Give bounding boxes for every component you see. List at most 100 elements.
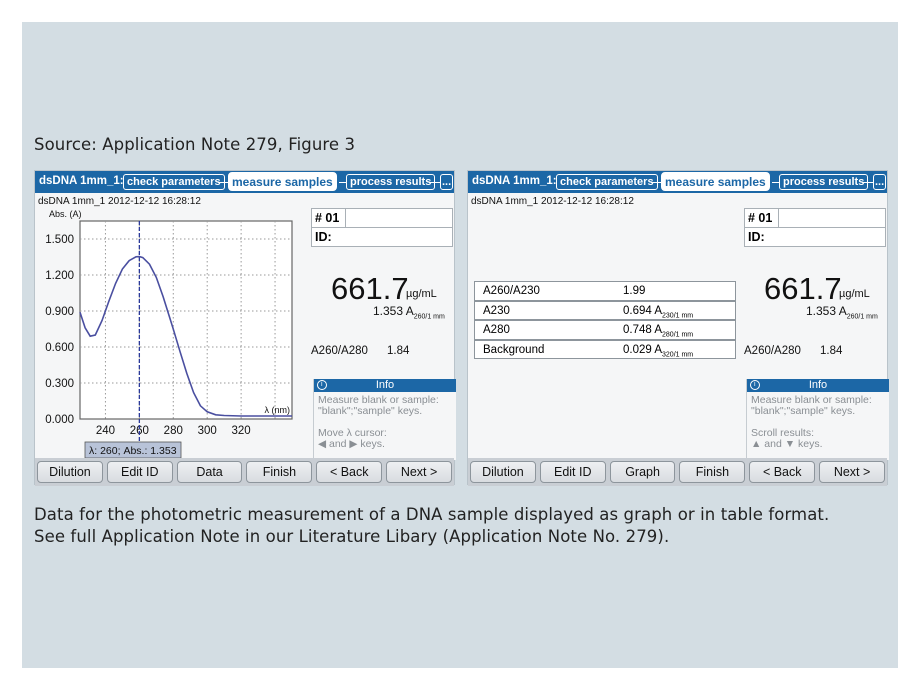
x-axis-label: λ (nm) [265, 405, 291, 415]
info-line: "blank";"sample" keys. [318, 405, 423, 417]
absorbance-curve [79, 255, 292, 417]
info-panel: i Info Measure blank or sample: "blank";"… [746, 379, 889, 460]
sample-id-label: ID: [748, 230, 765, 244]
wizard-header: dsDNA 1mm_1: check parameters measure sa… [35, 171, 454, 193]
step-more[interactable]: ... [873, 174, 887, 190]
next-button[interactable]: Next > [819, 461, 885, 483]
y-tick-label: 0.300 [45, 378, 74, 390]
info-line: ◀ and ▶ keys. [318, 438, 385, 450]
row-label: A260/A230 [483, 285, 540, 297]
back-button[interactable]: < Back [316, 461, 383, 483]
absorbance-subscript: 260/1 mm [846, 313, 878, 321]
step-check-parameters[interactable]: check parameters [123, 174, 225, 190]
concentration-unit: µg/mL [406, 288, 437, 300]
row-value: 0.694 A230/1 mm [623, 304, 694, 319]
y-tick-label: 1.200 [45, 270, 74, 282]
y-axis-label: Abs. (A) [49, 209, 82, 219]
x-tick-label: 300 [198, 425, 217, 437]
info-line: "blank";"sample" keys. [751, 405, 856, 417]
edit-id-button[interactable]: Edit ID [539, 461, 606, 483]
row-label: A230 [483, 304, 510, 317]
info-line: Move λ cursor: [318, 427, 387, 439]
graph-screen: dsDNA 1mm_1: check parameters measure sa… [34, 170, 456, 486]
step-check-parameters[interactable]: check parameters [556, 174, 658, 190]
dilution-button[interactable]: Dilution [37, 461, 103, 483]
step-connector [862, 182, 874, 183]
button-bar: Dilution Edit ID Data Finish < Back Next… [35, 458, 454, 486]
cursor-readout: λ: 260; Abs.: 1.353 [89, 445, 177, 457]
footer-caption-line2: See full Application Note in our Literat… [34, 527, 670, 546]
step-process-results[interactable]: process results [346, 174, 436, 190]
step-more[interactable]: ... [440, 174, 454, 190]
step-connector [651, 182, 661, 183]
ratio-label: A260/A280 [311, 345, 368, 357]
back-button[interactable]: < Back [749, 461, 816, 483]
absorbance-subscript: 260/1 mm [413, 313, 445, 321]
row-label: A280 [483, 324, 510, 336]
absorbance-value: 1.353 A260/1 mm [373, 304, 445, 320]
ratio-label: A260/A280 [744, 345, 801, 357]
info-icon: i [317, 380, 327, 390]
step-connector [218, 182, 228, 183]
dilution-button[interactable]: Dilution [470, 461, 536, 483]
y-tick-label: 0.000 [45, 414, 74, 426]
info-panel: i Info Measure blank or sample: "blank";"… [313, 379, 456, 460]
step-connector [772, 182, 780, 183]
step-measure-samples[interactable]: measure samples [661, 172, 770, 191]
table-row: A260/A230 1.99 [474, 281, 736, 301]
absorbance-text: 1.353 A [373, 304, 414, 318]
step-measure-samples[interactable]: measure samples [228, 172, 337, 191]
row-label: Background [483, 343, 545, 356]
concentration-unit: µg/mL [839, 288, 870, 300]
timestamp: dsDNA 1mm_1 2012-12-12 16:28:12 [471, 196, 634, 207]
sample-id-label: ID: [315, 230, 332, 244]
button-bar: Dilution Edit ID Graph Finish < Back Nex… [468, 458, 887, 486]
row-value: 0.748 A280/1 mm [623, 324, 694, 339]
graph-button[interactable]: Graph [609, 461, 676, 483]
info-line: ▲ and ▼ keys. [751, 438, 823, 450]
x-tick-label: 240 [96, 425, 115, 437]
ratio-value: 1.84 [820, 345, 843, 357]
method-name: dsDNA 1mm_1: [39, 175, 124, 187]
step-connector [339, 182, 347, 183]
data-button[interactable]: Data [176, 461, 243, 483]
sample-number: # 01 [745, 209, 779, 228]
sample-box: # 01 ID: [744, 208, 886, 247]
step-connector [429, 182, 441, 183]
edit-id-button[interactable]: Edit ID [106, 461, 173, 483]
info-line: Measure blank or sample: [318, 394, 439, 406]
row-value: 1.99 [623, 285, 646, 297]
y-tick-label: 0.900 [45, 306, 74, 318]
ratio-value: 1.84 [387, 345, 410, 357]
info-line: Scroll results: [751, 427, 815, 439]
info-icon: i [750, 380, 760, 390]
finish-button[interactable]: Finish [246, 461, 313, 483]
info-line: Measure blank or sample: [751, 394, 872, 406]
y-tick-label: 0.600 [45, 342, 74, 354]
results-table: A260/A230 1.99 A230 0.694 A230/1 mm A280 0.… [474, 281, 736, 359]
y-tick-label: 1.500 [45, 234, 74, 246]
info-title: Info [808, 379, 828, 391]
absorbance-text: 1.353 A [806, 304, 847, 318]
footer-caption-line1: Data for the photometric measurement of … [34, 505, 830, 524]
next-button[interactable]: Next > [386, 461, 452, 483]
wizard-header: dsDNA 1mm_1: check parameters measure sa… [468, 171, 887, 193]
plot-area [79, 220, 293, 420]
table-row: Background 0.029 A320/1 mm [474, 339, 736, 359]
table-screen: dsDNA 1mm_1: check parameters measure sa… [467, 170, 889, 486]
concentration-value: 661.7 [331, 271, 409, 306]
finish-button[interactable]: Finish [679, 461, 746, 483]
table-row: A230 0.694 A230/1 mm [474, 300, 736, 320]
sample-box: # 01 ID: [311, 208, 453, 247]
step-process-results[interactable]: process results [779, 174, 869, 190]
x-tick-label: 320 [232, 425, 251, 437]
timestamp: dsDNA 1mm_1 2012-12-12 16:28:12 [38, 196, 201, 207]
row-value: 0.029 A320/1 mm [623, 343, 694, 358]
concentration-value: 661.7 [764, 271, 842, 306]
table-row: A280 0.748 A280/1 mm [474, 320, 736, 340]
info-title: Info [375, 379, 395, 391]
method-name: dsDNA 1mm_1: [472, 175, 557, 187]
source-caption: Source: Application Note 279, Figure 3 [34, 135, 356, 154]
x-tick-label: 280 [164, 425, 183, 437]
